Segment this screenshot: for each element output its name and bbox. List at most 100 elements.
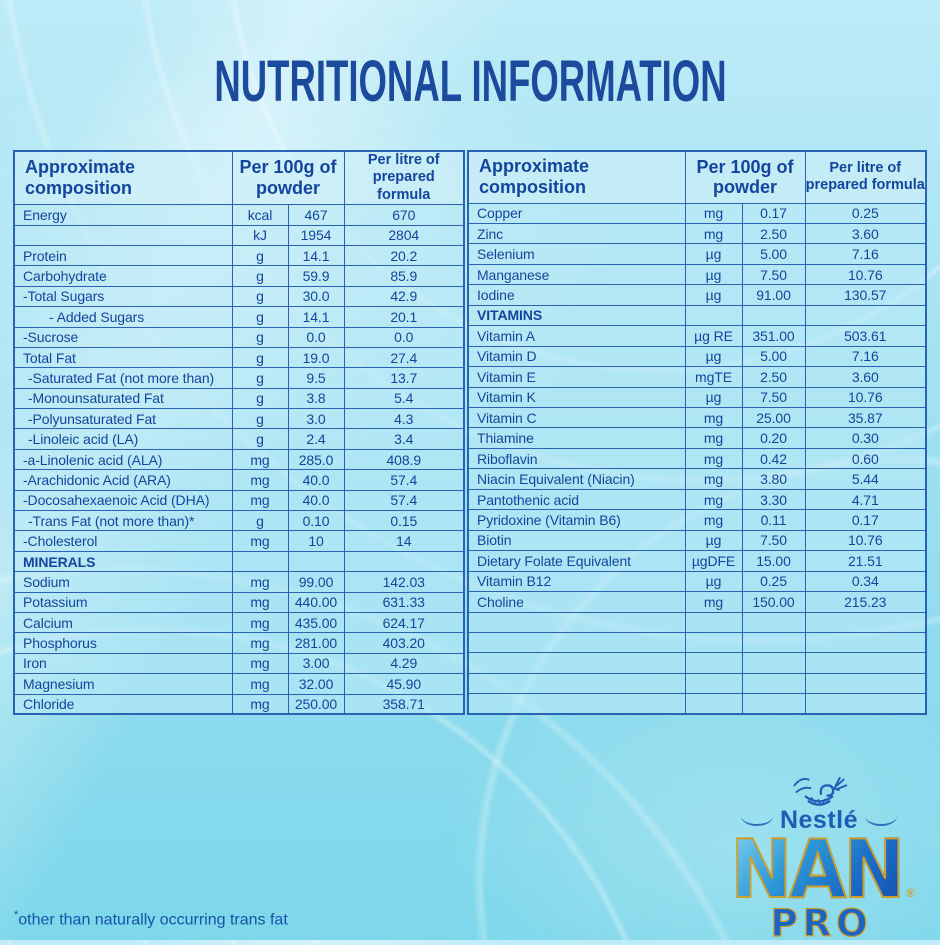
cell-label: Zinc	[467, 222, 686, 245]
column-header-per-100g: Per 100g of powder	[231, 150, 345, 206]
cell-label: -Monounsaturated Fat	[13, 387, 233, 410]
cell-value: 3.80	[741, 468, 806, 490]
cell-label: Vitamin B12	[467, 570, 686, 593]
cell-litre: 0.15	[343, 510, 465, 532]
cell-value: 3.0	[287, 408, 345, 430]
cell-value: 0.10	[287, 510, 345, 532]
table-row: Protein g 14.1 20.2	[13, 244, 465, 267]
cell-unit: mg	[231, 489, 289, 512]
cell-litre: 0.0	[343, 326, 465, 348]
cell-litre	[804, 693, 927, 715]
cell-litre: 20.2	[343, 244, 465, 267]
cell-litre: 624.17	[343, 611, 465, 634]
table-row: -Saturated Fat (not more than) g 9.5 13.7	[13, 367, 465, 389]
cell-label: Choline	[467, 591, 686, 613]
table-row	[467, 652, 927, 674]
table-row: -Polyunsaturated Fat g 3.0 4.3	[13, 408, 465, 430]
footnote: *other than naturally occurring trans fa…	[14, 909, 288, 929]
cell-litre: 3.60	[804, 366, 927, 388]
cell-unit: µg	[684, 345, 743, 368]
cell-value: 281.00	[287, 632, 345, 654]
table-row: -Docosahexaenoic Acid (DHA) mg 40.0 57.4	[13, 489, 465, 512]
column-header-per-litre: Per litre of prepared formula	[804, 150, 927, 204]
cell-label: -Arachidonic Acid (ARA)	[13, 469, 233, 491]
cell-litre: 3.4	[343, 428, 465, 450]
cell-value	[741, 672, 806, 695]
cell-label: Vitamin C	[467, 407, 686, 429]
nutrition-table-right: Approximate composition Per 100g of powd…	[467, 150, 927, 716]
cell-value: 351.00	[741, 325, 806, 347]
cell-value: 91.00	[741, 284, 806, 306]
cell-label: -Cholesterol	[13, 530, 233, 552]
cell-label: Pyridoxine (Vitamin B6)	[467, 509, 686, 531]
cell-value: 19.0	[287, 346, 345, 369]
cell-unit	[684, 304, 743, 327]
cell-label: Vitamin A	[467, 325, 686, 347]
table-row: -Arachidonic Acid (ARA) mg 40.0 57.4	[13, 469, 465, 491]
cell-litre: 13.7	[343, 367, 465, 389]
column-header-per-100g: Per 100g of powder	[684, 150, 806, 204]
brand-logo: Nestlé NAN ® PRO	[716, 774, 922, 942]
cell-unit: g	[231, 367, 289, 389]
column-header-composition: Approximate composition	[13, 150, 233, 206]
cell-label: -Total Sugars	[13, 285, 233, 308]
cell-unit: mg	[684, 468, 743, 490]
nan-logo: NAN	[730, 823, 906, 916]
cell-value: 0.17	[741, 202, 806, 224]
cell-label: Carbohydrate	[13, 265, 233, 287]
cell-litre: 14	[343, 530, 465, 552]
table-row: -Sucrose g 0.0 0.0	[13, 326, 465, 348]
cell-value: 435.00	[287, 611, 345, 634]
cell-litre: 7.16	[804, 243, 927, 265]
cell-label: -Saturated Fat (not more than)	[13, 367, 233, 389]
cell-label: Manganese	[467, 263, 686, 286]
cell-value: 32.00	[287, 673, 345, 695]
table-row: Potassium mg 440.00 631.33	[13, 591, 465, 613]
cell-unit: mg	[684, 222, 743, 245]
cell-litre: 5.4	[343, 387, 465, 410]
table-row: Thiamine mg 0.20 0.30	[467, 427, 927, 449]
cell-litre: 2804	[343, 224, 465, 246]
cell-unit: mg	[231, 591, 289, 613]
nestle-wordmark: Nestlé	[779, 806, 859, 834]
cell-litre: 35.87	[804, 407, 927, 429]
table-row: -Cholesterol mg 10 14	[13, 530, 465, 552]
cell-value: 40.0	[287, 489, 345, 512]
cell-label: Niacin Equivalent (Niacin)	[467, 468, 686, 490]
cell-value: 5.00	[741, 345, 806, 368]
cell-litre: 142.03	[343, 571, 465, 593]
table-row	[467, 632, 927, 654]
table-row: Calcium mg 435.00 624.17	[13, 611, 465, 634]
cell-unit: µg	[684, 243, 743, 265]
cell-unit: mg	[231, 693, 289, 715]
table-row: Copper mg 0.17 0.25	[467, 202, 927, 224]
table-row: -Linoleic acid (LA) g 2.4 3.4	[13, 428, 465, 450]
cell-value: 14.1	[287, 306, 345, 328]
cell-litre: 10.76	[804, 529, 927, 552]
cell-unit: mg	[231, 530, 289, 552]
table-row: Dietary Folate Equivalent µgDFE 15.00 21.51	[467, 550, 927, 572]
cell-label: Pantothenic acid	[467, 488, 686, 511]
cell-litre: 4.3	[343, 408, 465, 430]
cell-value: 3.8	[287, 387, 345, 410]
cell-unit: mg	[684, 407, 743, 429]
cell-unit: g	[231, 408, 289, 430]
cell-unit: mg	[231, 611, 289, 634]
left-flourish-line	[740, 816, 773, 826]
cell-label: Thiamine	[467, 427, 686, 449]
nestle-nest-icon	[793, 776, 848, 806]
cell-unit: mg	[231, 673, 289, 695]
cell-unit: mgTE	[684, 366, 743, 388]
cell-label: Iodine	[467, 284, 686, 306]
cell-unit: g	[231, 428, 289, 450]
table-row: kJ 1954 2804	[13, 224, 465, 246]
cell-unit: mg	[231, 652, 289, 675]
cell-unit: µg	[684, 263, 743, 286]
table-row: VITAMINS	[467, 304, 927, 327]
cell-litre	[804, 652, 927, 674]
cell-label: Chloride	[13, 693, 233, 715]
cell-value: 0.0	[287, 326, 345, 348]
cell-value	[741, 632, 806, 654]
cell-litre: 10.76	[804, 386, 927, 409]
cell-unit: mg	[684, 427, 743, 449]
